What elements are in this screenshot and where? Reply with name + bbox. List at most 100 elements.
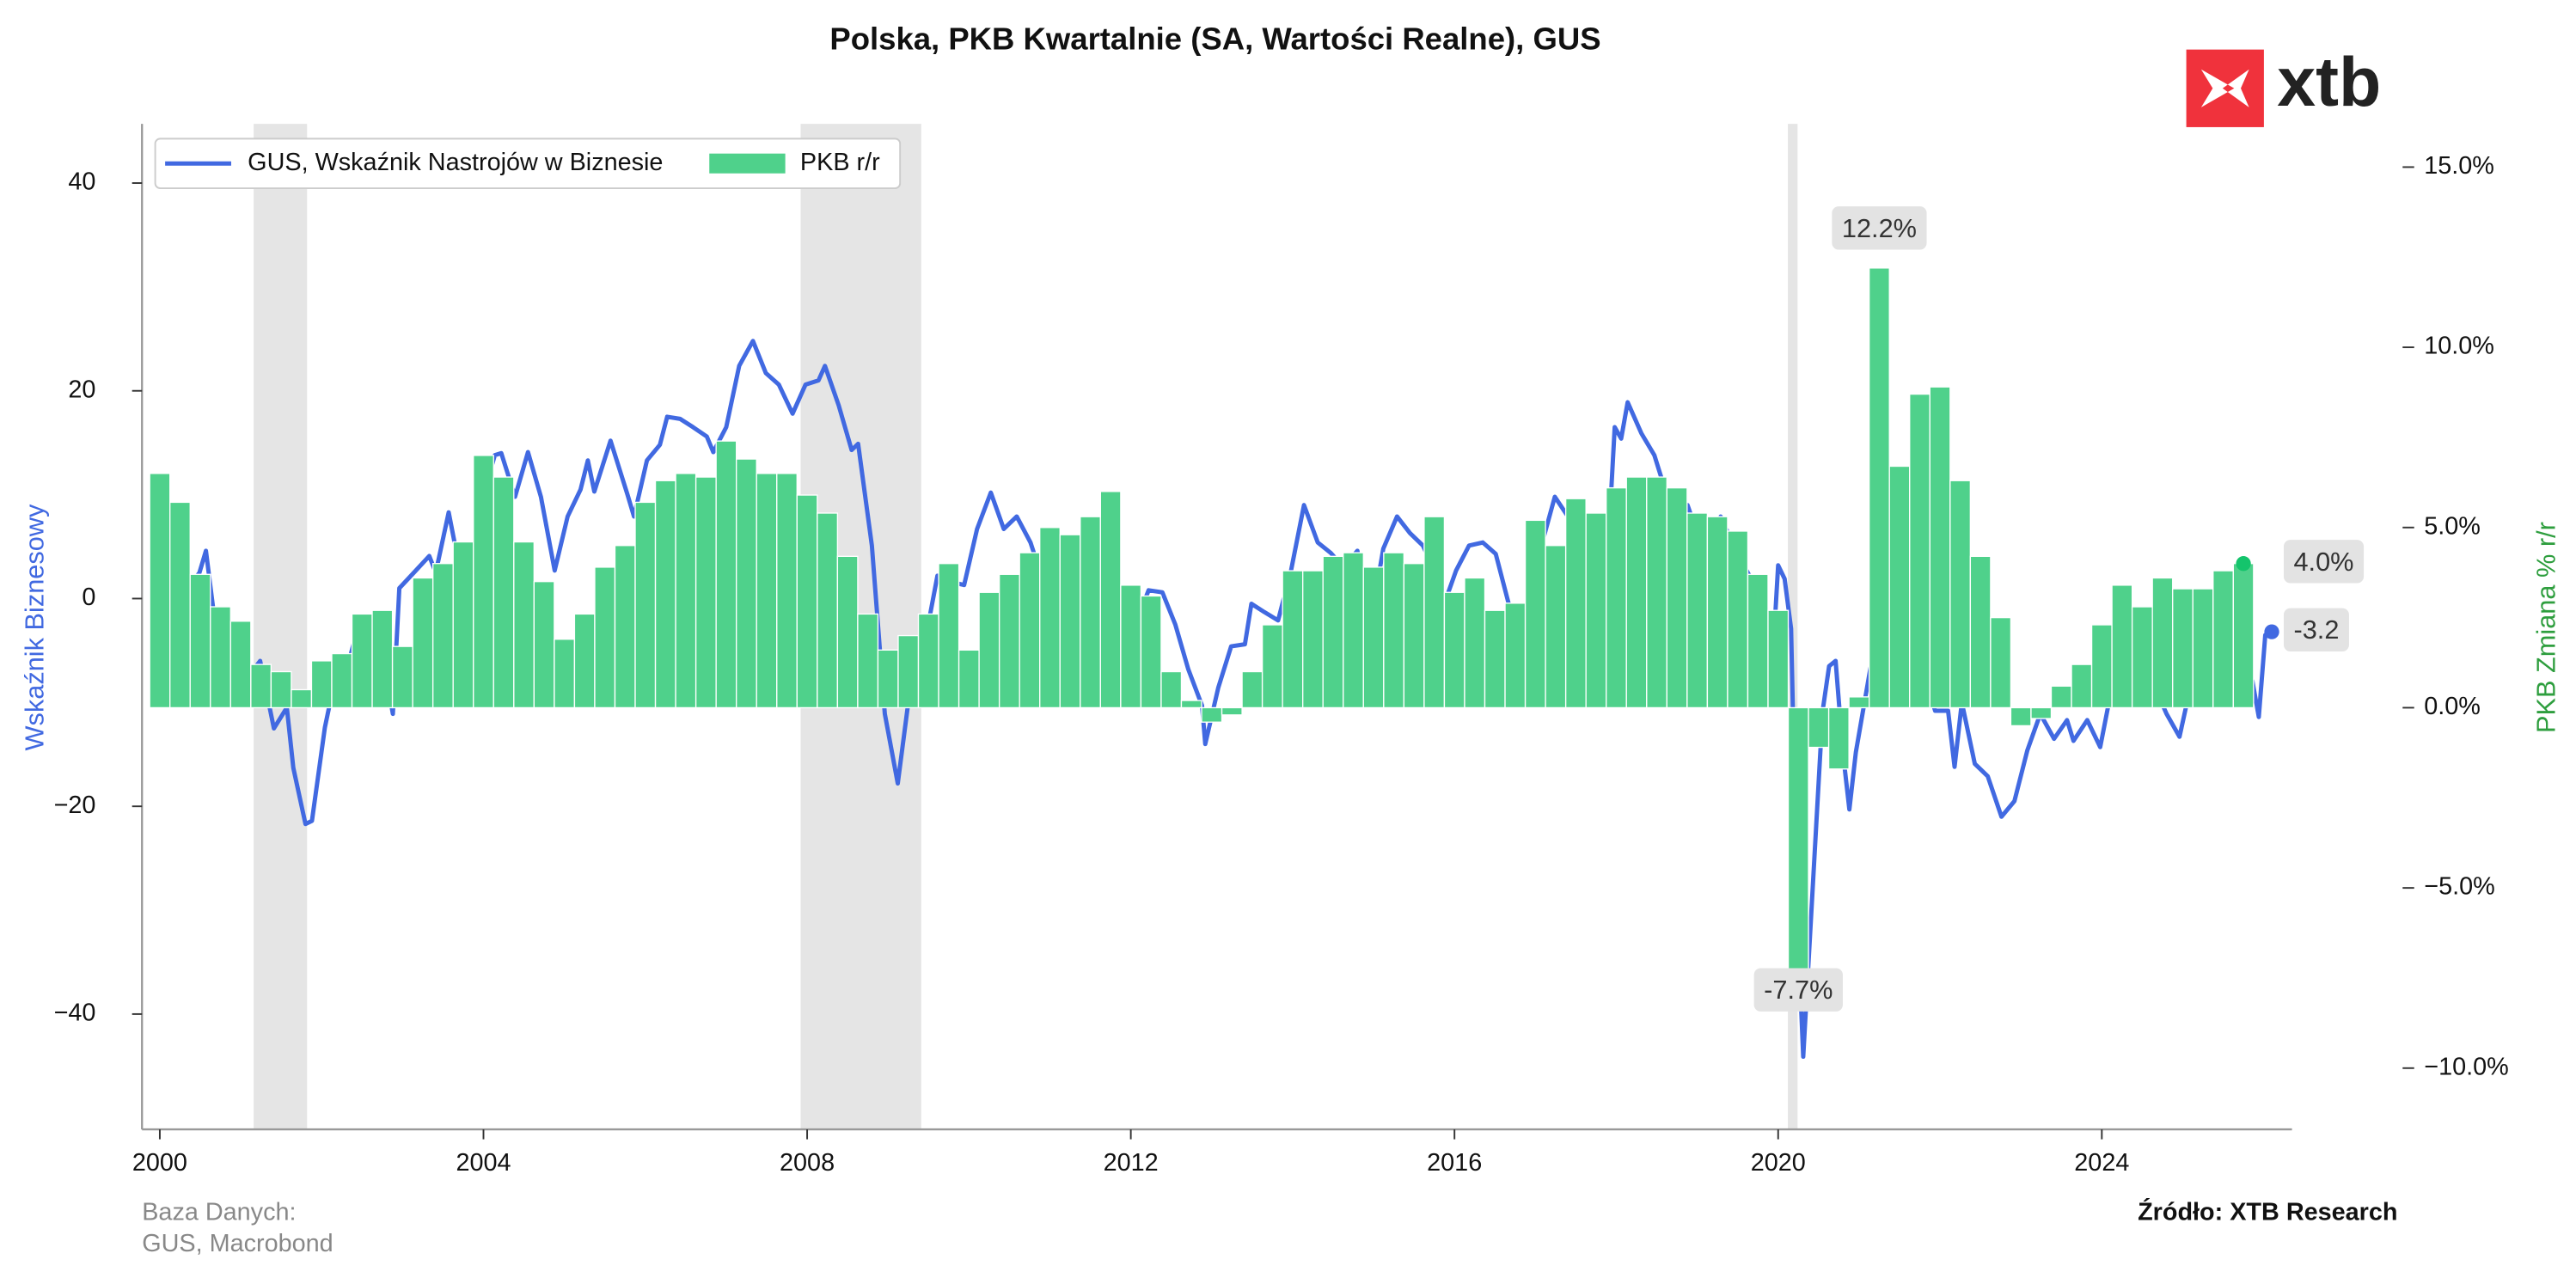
legend-swatch [709, 153, 786, 174]
logo-mark [2200, 69, 2249, 107]
bar [1343, 552, 1364, 709]
bar [958, 649, 980, 709]
bar [776, 473, 798, 709]
bar [573, 613, 596, 709]
bar [1949, 480, 1972, 709]
bar [2071, 663, 2093, 709]
bar [938, 563, 960, 709]
bar [675, 473, 697, 709]
y-tick-label: −20 [54, 792, 96, 819]
bar [736, 458, 757, 709]
y-tick-label: 20 [68, 376, 95, 403]
bar [1787, 706, 1809, 987]
annotation: -3.2 [2283, 608, 2349, 651]
bar [594, 566, 616, 709]
bar [513, 541, 535, 709]
bar [1403, 563, 1425, 709]
bar [614, 545, 636, 709]
chart-title: Polska, PKB Kwartalnie (SA, Wartości Rea… [829, 21, 1600, 57]
bar [796, 494, 818, 709]
bar [189, 573, 211, 709]
bar [473, 455, 494, 709]
x-tick-label: 2004 [456, 1149, 511, 1177]
bar [998, 573, 1020, 709]
x-tick-label: 2008 [780, 1149, 835, 1177]
bar [250, 663, 272, 709]
x-tick-label: 2024 [2074, 1149, 2129, 1177]
bar [1484, 609, 1506, 709]
bar [1767, 609, 1790, 709]
y2-axis-label: PKB Zmiana % r/r [2530, 522, 2561, 733]
bar [2192, 588, 2214, 709]
y2-tick-label: 5.0% [2424, 512, 2481, 540]
bar [2151, 577, 2174, 709]
bar [1140, 595, 1162, 709]
bar [1059, 534, 1081, 709]
bar [917, 613, 939, 709]
annotation: 4.0% [2283, 540, 2365, 584]
bar [310, 660, 333, 709]
bar [1990, 616, 2012, 709]
bar [371, 609, 394, 709]
bar [857, 613, 879, 709]
bar [1039, 527, 1061, 709]
y-tick-label: 0 [82, 584, 95, 611]
bar [431, 563, 454, 709]
source-label: Baza Danych: [142, 1199, 296, 1226]
legend: GUS, Wskaźnik Nastrojów w Biznesie PKB r/… [154, 138, 902, 189]
bar [1625, 476, 1648, 709]
logo-text: xtb [2277, 44, 2381, 121]
bar [694, 476, 717, 709]
bar [1909, 393, 1930, 709]
x-tick-label: 2000 [132, 1149, 187, 1177]
bar [2131, 606, 2153, 709]
bar [554, 639, 576, 709]
y2-tick-label: 10.0% [2424, 333, 2494, 360]
bar [877, 649, 899, 709]
bar [1221, 706, 1243, 716]
annotation-text: 4.0% [2293, 547, 2353, 577]
source-value: GUS, Macrobond [142, 1230, 333, 1257]
annotation-text: -3.2 [2293, 615, 2339, 645]
bar [1646, 476, 1667, 709]
x-tick-label: 2020 [1751, 1149, 1806, 1177]
bar [149, 473, 171, 709]
bar [1322, 555, 1344, 709]
bar [2232, 563, 2255, 709]
bar [715, 440, 737, 709]
annotation-text: -7.7% [1764, 975, 1833, 1005]
bar [1564, 498, 1587, 709]
bar [1727, 530, 1749, 709]
bar [229, 621, 252, 709]
bar [654, 480, 676, 709]
bar [1362, 566, 1385, 709]
bar [1969, 555, 1992, 709]
bar [2172, 588, 2194, 709]
x-tick-label: 2016 [1427, 1149, 1482, 1177]
bar [291, 688, 313, 709]
annotation-box [1753, 968, 1843, 1012]
y2-tick-label: 15.0% [2424, 152, 2494, 180]
y-tick-label: −40 [54, 1000, 96, 1027]
bar [270, 670, 292, 709]
bar [493, 476, 515, 709]
annotation: -7.7% [1753, 968, 1843, 1012]
bar [978, 591, 1000, 709]
annotation: 12.2% [1832, 206, 1927, 250]
bar [1504, 602, 1527, 709]
annotation-text: 12.2% [1842, 213, 1917, 243]
bar [2050, 685, 2072, 709]
bar [1443, 591, 1465, 709]
bar [1261, 624, 1283, 709]
y-axis-label: Wskaźnik Biznesowy [19, 504, 49, 750]
y2-tick-label: −10.0% [2424, 1053, 2508, 1080]
bar [1464, 577, 1486, 709]
bar [1888, 465, 1911, 709]
legend-label: GUS, Wskaźnik Nastrojów w Biznesie [248, 149, 663, 176]
bar [1160, 670, 1183, 709]
bar [1606, 486, 1627, 709]
bar [2090, 624, 2113, 709]
bar [1929, 386, 1951, 709]
bar [1747, 573, 1769, 709]
